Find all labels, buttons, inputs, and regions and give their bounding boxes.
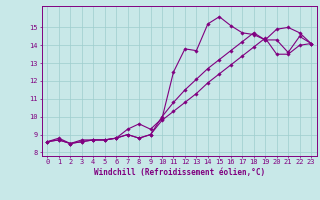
X-axis label: Windchill (Refroidissement éolien,°C): Windchill (Refroidissement éolien,°C): [94, 168, 265, 177]
